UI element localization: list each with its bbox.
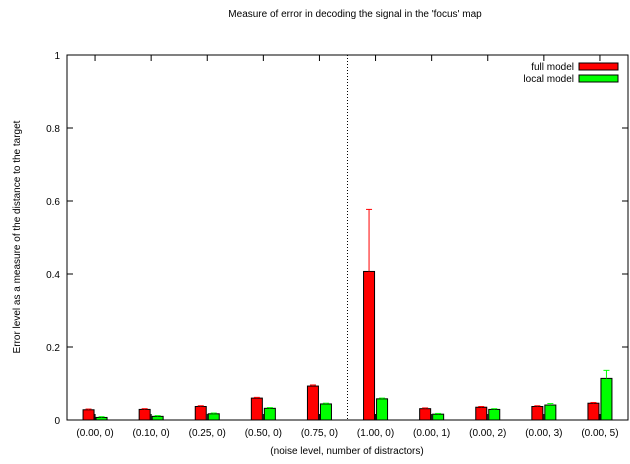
y-tick-label: 0	[54, 416, 60, 427]
y-tick-label: 0.4	[46, 270, 60, 281]
bar-series	[82, 208, 613, 421]
bar	[531, 405, 544, 421]
legend-label: local model	[523, 74, 574, 85]
bar	[194, 405, 207, 421]
series-full-model	[82, 208, 600, 421]
y-tick-label: 0.8	[46, 124, 60, 135]
x-tick-label: (0.00, 3)	[525, 428, 562, 439]
x-axis-label: (noise level, number of distractors)	[270, 446, 423, 457]
bar	[250, 397, 263, 421]
bar	[207, 413, 220, 421]
x-tick-label: (0.75, 0)	[301, 428, 338, 439]
bar	[587, 402, 600, 421]
legend-swatch	[578, 74, 619, 83]
y-axis-label: Error level as a measure of the distance…	[12, 120, 23, 353]
x-tick-label: (0.00, 0)	[76, 428, 113, 439]
bar	[151, 415, 164, 421]
bar	[82, 409, 95, 421]
x-tick-label: (0.00, 5)	[581, 428, 618, 439]
bar	[263, 407, 276, 421]
x-tick-label: (0.50, 0)	[245, 428, 282, 439]
bar	[600, 377, 613, 421]
x-tick-label: (0.10, 0)	[133, 428, 170, 439]
bar	[488, 408, 501, 421]
bar	[319, 403, 332, 421]
bar	[376, 398, 389, 421]
x-axis: (0.00, 0) (0.10, 0) (0.25, 0) (0.50, 0) (0.7…	[76, 55, 619, 439]
y-tick-label: 1	[54, 51, 60, 62]
bar	[95, 416, 108, 421]
x-tick-label: (0.00, 1)	[413, 428, 450, 439]
bar	[419, 408, 432, 421]
series-local-model	[95, 369, 613, 421]
bar	[544, 404, 557, 421]
y-tick-label: 0.2	[46, 343, 60, 354]
bar	[432, 413, 445, 421]
bar	[363, 270, 376, 421]
x-tick-label: (0.25, 0)	[189, 428, 226, 439]
y-tick-label: 0.6	[46, 197, 60, 208]
legend-label: full model	[531, 62, 574, 73]
y-axis: 0 0.2 0.4 0.6 0.8 1	[46, 51, 628, 427]
legend-swatch	[578, 62, 619, 71]
bar	[475, 406, 488, 421]
x-tick-label: (0.00, 2)	[469, 428, 506, 439]
x-tick-label: (1.00, 0)	[357, 428, 394, 439]
bar	[306, 385, 319, 421]
chart-title: Measure of error in decoding the signal …	[228, 9, 482, 20]
bar	[138, 408, 151, 421]
